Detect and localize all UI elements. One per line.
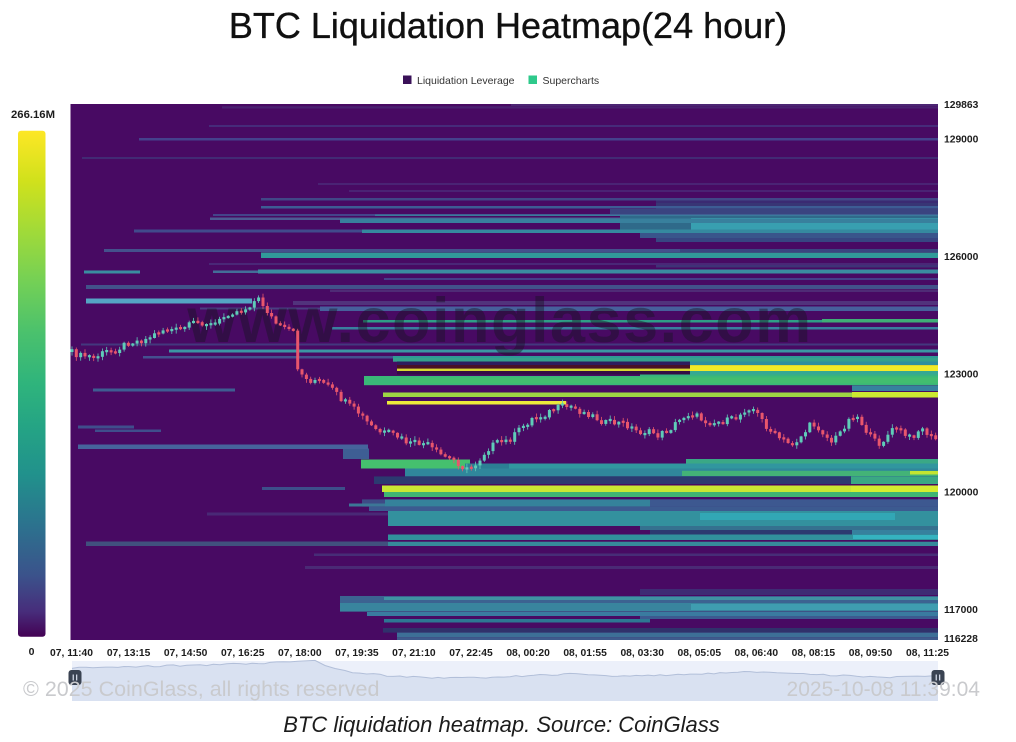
svg-text:07, 16:25: 07, 16:25	[221, 648, 265, 659]
svg-text:www.coinglass.com: www.coinglass.com	[186, 286, 812, 356]
svg-text:BTC liquidation heatmap. Sourc: BTC liquidation heatmap. Source: CoinGla…	[283, 712, 720, 737]
svg-text:0: 0	[29, 646, 35, 658]
svg-text:Liquidation Leverage: Liquidation Leverage	[417, 75, 515, 87]
svg-text:07, 19:35: 07, 19:35	[335, 648, 379, 659]
svg-text:08, 05:05: 08, 05:05	[678, 648, 722, 659]
svg-text:© 2025 CoinGlass, all rights r: © 2025 CoinGlass, all rights reserved	[23, 677, 379, 701]
svg-text:117000: 117000	[944, 605, 978, 616]
svg-text:07, 11:40: 07, 11:40	[50, 648, 93, 659]
svg-text:BTC Liquidation Heatmap(24 hou: BTC Liquidation Heatmap(24 hour)	[229, 5, 787, 46]
svg-text:08, 09:50: 08, 09:50	[849, 648, 893, 659]
svg-text:07, 14:50: 07, 14:50	[164, 648, 208, 659]
svg-text:07, 13:15: 07, 13:15	[107, 648, 151, 659]
svg-text:07, 22:45: 07, 22:45	[449, 648, 493, 659]
svg-text:07, 21:10: 07, 21:10	[392, 648, 436, 659]
svg-text:07, 18:00: 07, 18:00	[278, 648, 322, 659]
svg-text:2025-10-08 11:39:04: 2025-10-08 11:39:04	[787, 678, 981, 701]
svg-text:08, 06:40: 08, 06:40	[735, 648, 779, 659]
svg-text:129000: 129000	[944, 134, 979, 145]
svg-text:08, 01:55: 08, 01:55	[563, 648, 607, 659]
svg-text:08, 11:25: 08, 11:25	[906, 648, 949, 659]
svg-text:08, 03:30: 08, 03:30	[620, 648, 664, 659]
svg-text:Supercharts: Supercharts	[543, 75, 600, 87]
svg-text:123000: 123000	[944, 370, 979, 381]
svg-text:116228: 116228	[944, 634, 978, 645]
svg-text:120000: 120000	[944, 487, 979, 498]
svg-text:126000: 126000	[944, 252, 979, 263]
svg-text:08, 08:15: 08, 08:15	[792, 648, 836, 659]
svg-text:266.16M: 266.16M	[11, 109, 55, 121]
svg-text:129863: 129863	[944, 100, 979, 111]
svg-text:08, 00:20: 08, 00:20	[506, 648, 550, 659]
